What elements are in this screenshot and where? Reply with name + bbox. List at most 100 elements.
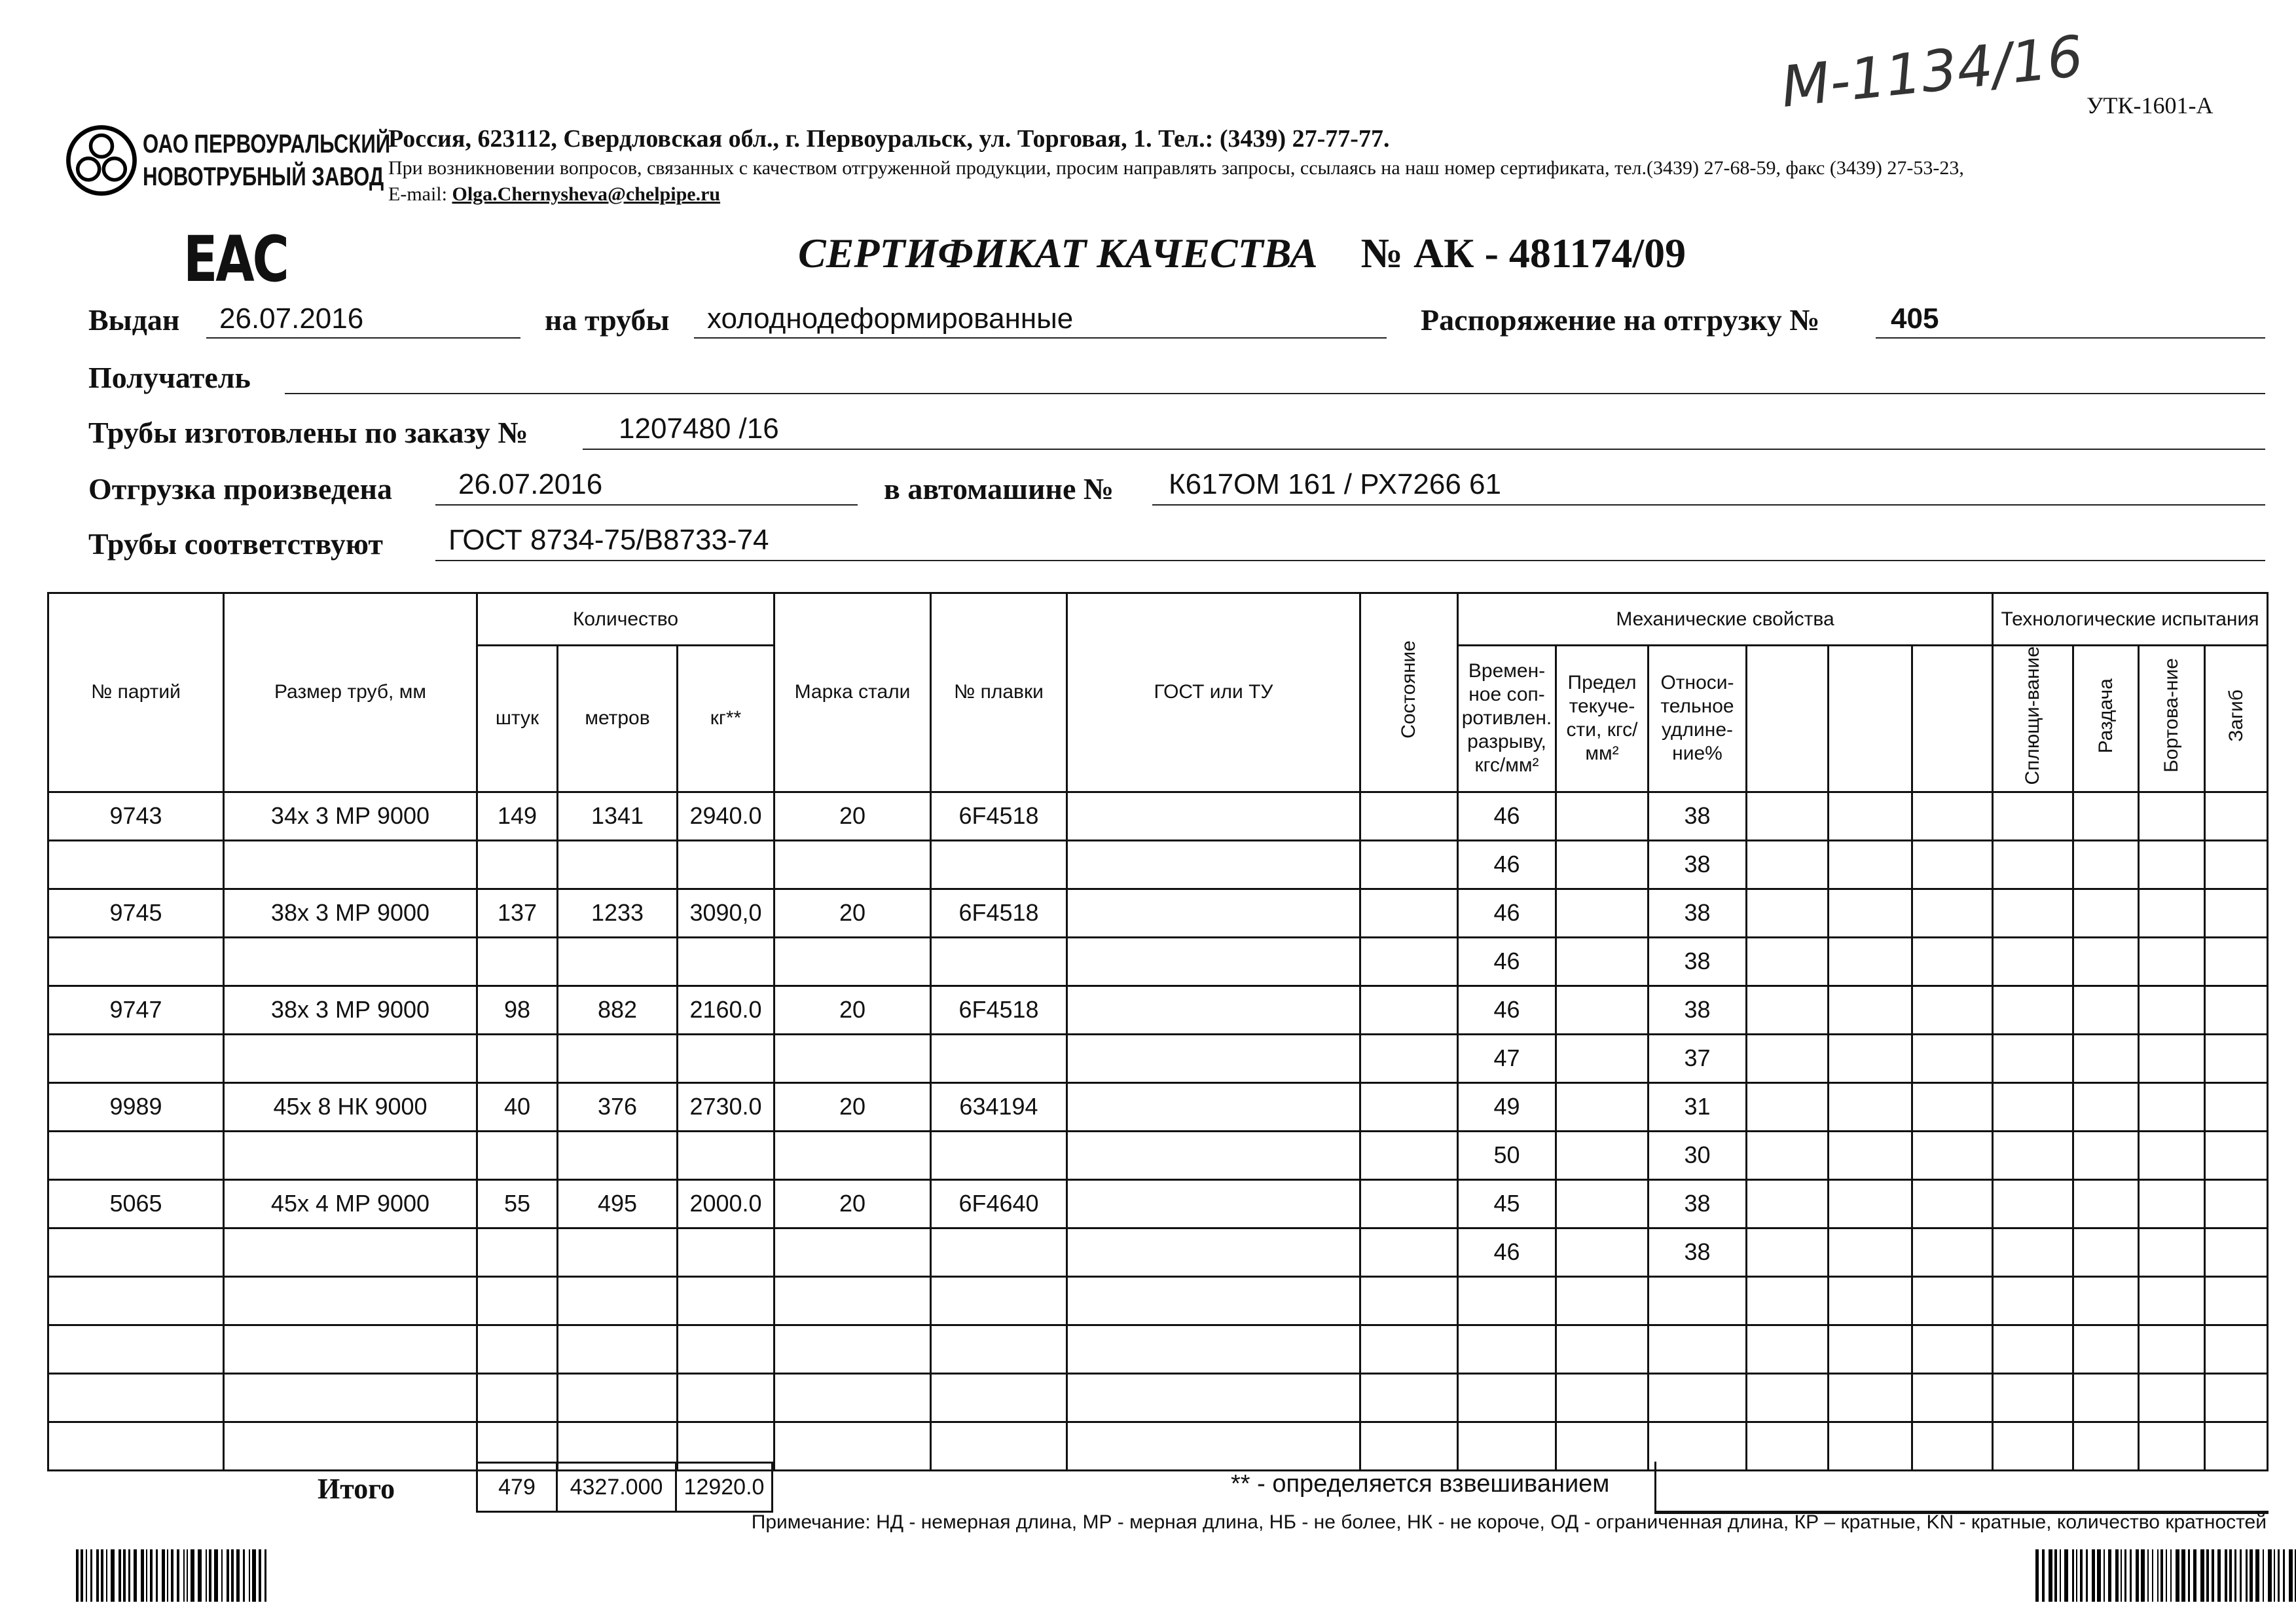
table-row: 46 38 bbox=[47, 936, 2269, 987]
cell-gost bbox=[1066, 1227, 1361, 1278]
cell-bend bbox=[2204, 790, 2269, 841]
cell-meters: 495 bbox=[556, 1178, 678, 1229]
cell-size bbox=[223, 1033, 478, 1084]
cell-kg bbox=[676, 1323, 775, 1375]
cell-flanging bbox=[2138, 1275, 2206, 1326]
cell-kg: 2940.0 bbox=[676, 790, 775, 841]
cell-size bbox=[223, 1323, 478, 1375]
header-steel: Марка стали bbox=[773, 592, 932, 793]
cell-batch: 9745 bbox=[47, 887, 225, 938]
cell-flattening bbox=[1992, 839, 2074, 890]
cell-condition bbox=[1359, 790, 1459, 841]
barcode-bar bbox=[146, 1549, 147, 1602]
cell-elongation: 31 bbox=[1647, 1081, 1747, 1132]
cell-gost bbox=[1066, 839, 1361, 890]
cell-expansion bbox=[2072, 1323, 2140, 1375]
cell-yield bbox=[1555, 1130, 1649, 1181]
company-name-line2: НОВОТРУБНЫЙ ЗАВОД bbox=[143, 162, 384, 191]
cell-heat bbox=[930, 1227, 1068, 1278]
pipes-label: на трубы bbox=[545, 303, 670, 337]
cell-flattening bbox=[1992, 1081, 2074, 1132]
cell-bend bbox=[2204, 1372, 2269, 1423]
cell-steel bbox=[773, 1033, 932, 1084]
header-condition: Состояние bbox=[1359, 592, 1459, 793]
email-link[interactable]: Olga.Chernysheva@chelpipe.ru bbox=[452, 183, 721, 205]
cell-steel: 20 bbox=[773, 1178, 932, 1229]
cell-heat bbox=[930, 1372, 1068, 1423]
barcode-bar bbox=[2157, 1549, 2159, 1602]
cell-tensile: 45 bbox=[1457, 1178, 1557, 1229]
shipped-value: 26.07.2016 bbox=[458, 468, 603, 500]
cell-mech-6 bbox=[1911, 1275, 1994, 1326]
cell-tensile: 46 bbox=[1457, 887, 1557, 938]
barcode-bar bbox=[2086, 1549, 2088, 1602]
cell-pcs: 137 bbox=[476, 887, 558, 938]
cell-gost bbox=[1066, 790, 1361, 841]
barcode-bar bbox=[2166, 1549, 2167, 1602]
cell-gost bbox=[1066, 1372, 1361, 1423]
cell-size: 38х 3 МР 9000 bbox=[223, 887, 478, 938]
barcode-bar bbox=[2080, 1549, 2083, 1602]
order-number-value: 1207480 /16 bbox=[619, 413, 779, 445]
cell-flanging bbox=[2138, 1420, 2206, 1471]
cell-mech-4 bbox=[1745, 839, 1829, 890]
barcode-bar bbox=[2188, 1549, 2190, 1602]
barcode-bar bbox=[2130, 1549, 2132, 1602]
cell-yield bbox=[1555, 1178, 1649, 1229]
cell-yield bbox=[1555, 1227, 1649, 1278]
cell-size bbox=[223, 839, 478, 890]
cell-size bbox=[223, 1130, 478, 1181]
header-mech-empty-1 bbox=[1745, 644, 1829, 793]
cell-mech-4 bbox=[1745, 936, 1829, 987]
header-tensile: Времен-ное соп-ротивлен. разрыву, кгс/мм… bbox=[1457, 644, 1557, 793]
cell-tensile: 46 bbox=[1457, 1227, 1557, 1278]
cell-heat: 6F4640 bbox=[930, 1178, 1068, 1229]
shipped-label: Отгрузка произведена bbox=[88, 472, 392, 506]
header-mech-empty-3 bbox=[1911, 644, 1994, 793]
cell-mech-6 bbox=[1911, 1323, 1994, 1375]
cell-elongation: 37 bbox=[1647, 1033, 1747, 1084]
cell-pcs bbox=[476, 1372, 558, 1423]
barcode-bar bbox=[76, 1549, 79, 1602]
cell-mech-5 bbox=[1827, 1033, 1913, 1084]
cell-flattening bbox=[1992, 790, 2074, 841]
cell-bend bbox=[2204, 1130, 2269, 1181]
truck-label: в автомашине № bbox=[884, 472, 1114, 506]
cell-gost bbox=[1066, 1033, 1361, 1084]
cell-steel bbox=[773, 1420, 932, 1471]
cell-yield bbox=[1555, 936, 1649, 987]
cell-gost bbox=[1066, 1178, 1361, 1229]
cell-heat bbox=[930, 1033, 1068, 1084]
cell-mech-4 bbox=[1745, 984, 1829, 1035]
cell-yield bbox=[1555, 790, 1649, 841]
barcode-bar bbox=[2124, 1549, 2126, 1602]
cell-meters bbox=[556, 936, 678, 987]
cell-batch bbox=[47, 1033, 225, 1084]
recipient-label: Получатель bbox=[88, 361, 251, 394]
cell-yield bbox=[1555, 984, 1649, 1035]
cell-gost bbox=[1066, 1275, 1361, 1326]
cell-expansion bbox=[2072, 1420, 2140, 1471]
cell-bend bbox=[2204, 1033, 2269, 1084]
cell-elongation bbox=[1647, 1275, 1747, 1326]
cell-gost bbox=[1066, 1420, 1361, 1471]
cell-elongation: 38 bbox=[1647, 984, 1747, 1035]
barcode-bar bbox=[2076, 1549, 2077, 1602]
cell-kg: 3090,0 bbox=[676, 887, 775, 938]
cell-heat: 6F4518 bbox=[930, 984, 1068, 1035]
total-meters: 4327.000 bbox=[556, 1462, 677, 1513]
cell-bend bbox=[2204, 1275, 2269, 1326]
barcode-bar bbox=[2049, 1549, 2052, 1602]
certificate-title: СЕРТИФИКАТ КАЧЕСТВА № АК - 481174/09 bbox=[798, 229, 1686, 278]
barcode-bar bbox=[96, 1549, 99, 1602]
table-row bbox=[47, 1372, 2269, 1423]
cell-mech-5 bbox=[1827, 1081, 1913, 1132]
cell-gost bbox=[1066, 1081, 1361, 1132]
header-batch: № партий bbox=[47, 592, 225, 793]
cell-bend bbox=[2204, 1081, 2269, 1132]
cell-flanging bbox=[2138, 839, 2206, 890]
cell-elongation: 38 bbox=[1647, 887, 1747, 938]
table-row: 9989 45х 8 НК 9000 40 376 2730.0 20 634194 49 31 bbox=[47, 1081, 2269, 1132]
cell-pcs: 55 bbox=[476, 1178, 558, 1229]
cell-bend bbox=[2204, 887, 2269, 938]
